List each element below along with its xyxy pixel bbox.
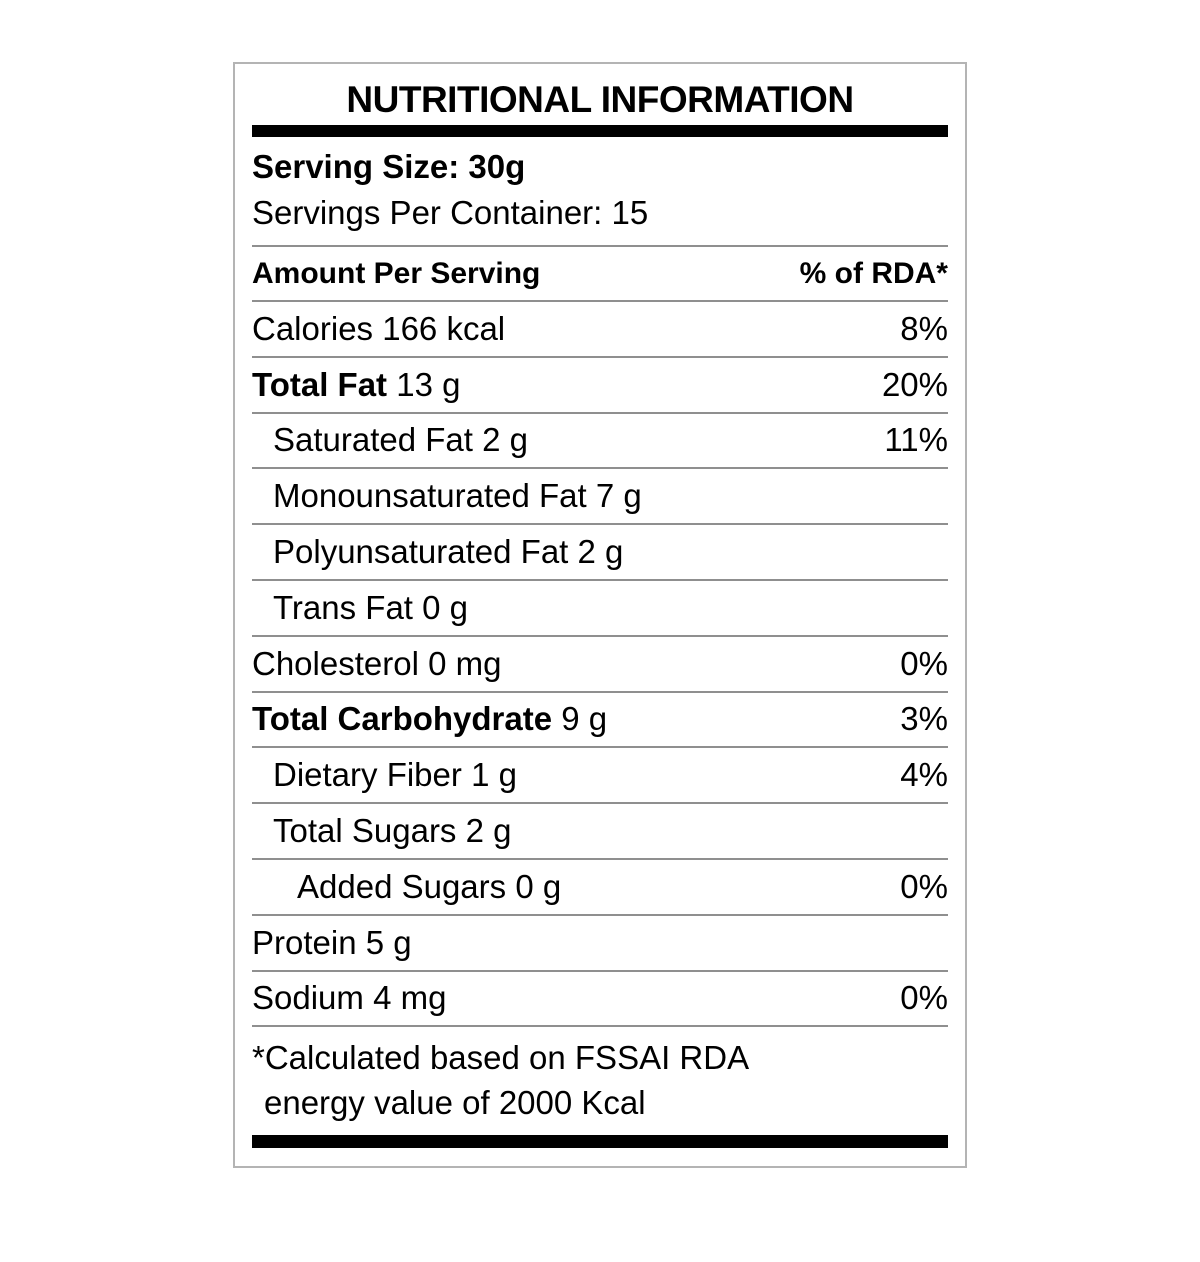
nutrient-amount: 0 g xyxy=(515,867,562,905)
divider-rule xyxy=(252,300,948,302)
label-title: NUTRITIONAL INFORMATION xyxy=(346,79,854,120)
nutrient-name: Sodium xyxy=(252,979,364,1017)
nutrient-name: Saturated Fat xyxy=(273,421,473,459)
nutrition-label: NUTRITIONAL INFORMATION Serving Size: 30… xyxy=(233,62,967,1169)
nutrient-rda: 0% xyxy=(900,644,948,682)
nutrient-amount: 2 g xyxy=(465,812,512,850)
nutrient-amount: 13 g xyxy=(396,365,461,403)
bottom-divider-bar xyxy=(252,1135,948,1149)
nutrient-name: Protein xyxy=(252,923,357,961)
rda-header: % of RDA* xyxy=(799,256,948,290)
nutrient-name: Trans Fat xyxy=(273,588,413,626)
footnote-line-2: energy value of 2000 Kcal xyxy=(264,1084,646,1122)
nutrient-name: Total Sugars xyxy=(273,812,457,850)
nutrient-rda: 8% xyxy=(900,309,948,347)
nutrient-amount: 1 g xyxy=(471,756,517,794)
nutrient-name: Added Sugars xyxy=(297,867,507,905)
nutrient-row-dietary-fiber: Dietary Fiber 1 g 4% xyxy=(252,748,948,805)
nutrient-rda: 3% xyxy=(900,700,948,738)
nutrient-amount: 7 g xyxy=(595,477,642,515)
column-header-row: Amount Per Serving % of RDA* xyxy=(252,247,948,300)
nutrient-row-cholesterol: Cholesterol 0 mg 0% xyxy=(252,637,948,693)
nutrient-amount: 5 g xyxy=(365,923,412,961)
nutrient-row-polyunsaturated-fat: Polyunsaturated Fat 2 g xyxy=(252,525,948,581)
nutrient-rda: 4% xyxy=(900,756,948,794)
nutrient-name: Total Carbohydrate xyxy=(252,700,553,738)
nutrient-name: Dietary Fiber xyxy=(273,756,462,794)
nutrient-amount: 9 g xyxy=(561,700,608,738)
nutrient-name: Cholesterol xyxy=(252,644,419,682)
nutrient-row-monounsaturated-fat: Monounsaturated Fat 7 g xyxy=(252,469,948,526)
nutrient-amount: 0 g xyxy=(422,588,469,626)
nutrient-name: Polyunsaturated Fat xyxy=(273,533,569,571)
divider-rule xyxy=(252,245,948,247)
nutrient-rows: Calories 166 kcal 8% Total Fat 13 g 20% … xyxy=(252,302,948,1028)
serving-size: Serving Size: 30g xyxy=(252,148,526,185)
label-header: NUTRITIONAL INFORMATION xyxy=(252,64,948,122)
nutrient-row-sodium: Sodium 4 mg 0% xyxy=(252,972,948,1028)
nutrient-row-total-sugars: Total Sugars 2 g xyxy=(252,804,948,860)
serving-block: Serving Size: 30g Servings Per Container… xyxy=(252,137,948,245)
nutrient-rda: 11% xyxy=(884,421,948,459)
nutrient-rda: 0% xyxy=(900,867,948,905)
nutrient-row-added-sugars: Added Sugars 0 g 0% xyxy=(252,860,948,916)
nutrient-row-protein: Protein 5 g xyxy=(252,916,948,972)
nutrient-amount: 166 kcal xyxy=(382,309,506,347)
nutrient-rda: 0% xyxy=(900,979,948,1017)
top-divider-bar xyxy=(252,125,948,137)
nutrient-row-trans-fat: Trans Fat 0 g xyxy=(252,581,948,637)
nutrient-row-total-fat: Total Fat 13 g 20% xyxy=(252,358,948,414)
nutrient-amount: 4 mg xyxy=(373,979,447,1017)
nutrient-row-saturated-fat: Saturated Fat 2 g 11% xyxy=(252,414,948,470)
nutrient-name: Total Fat xyxy=(252,365,388,403)
servings-per-container: Servings Per Container: 15 xyxy=(252,194,649,231)
amount-per-serving-header: Amount Per Serving xyxy=(252,256,541,290)
nutrient-rda: 20% xyxy=(881,365,948,403)
nutrient-amount: 2 g xyxy=(577,533,624,571)
nutrient-row-total-carbohydrate: Total Carbohydrate 9 g 3% xyxy=(252,693,948,749)
nutrient-name: Monounsaturated Fat xyxy=(273,477,587,515)
rda-footnote: *Calculated based on FSSAI RDA energy va… xyxy=(252,1027,948,1125)
nutrient-amount: 2 g xyxy=(482,421,528,459)
footnote-line-1: *Calculated based on FSSAI RDA xyxy=(252,1039,750,1077)
nutrient-name: Calories xyxy=(252,309,374,347)
nutrient-amount: 0 mg xyxy=(428,644,502,682)
nutrient-row-calories: Calories 166 kcal 8% xyxy=(252,302,948,358)
